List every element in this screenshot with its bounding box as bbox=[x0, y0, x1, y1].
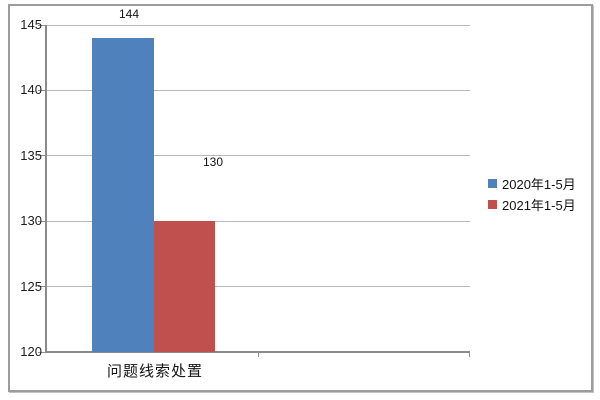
legend-swatch-icon bbox=[488, 179, 497, 188]
legend-swatch-icon bbox=[488, 200, 497, 209]
bar-2021 bbox=[153, 221, 215, 352]
y-axis-line bbox=[45, 25, 47, 352]
y-gridline bbox=[46, 155, 470, 157]
y-gridline bbox=[46, 286, 470, 288]
x-axis-tick bbox=[258, 352, 259, 357]
bar-2020 bbox=[92, 38, 154, 352]
data-label: 144 bbox=[118, 7, 140, 21]
x-axis-category-label: 问题线索处置 bbox=[106, 363, 203, 380]
y-axis-tick bbox=[38, 220, 46, 222]
y-axis-tick-label: 125 bbox=[20, 278, 42, 294]
y-axis-tick-label: 145 bbox=[20, 17, 42, 32]
legend-item: 2020年1-5月 bbox=[488, 173, 576, 194]
y-gridline bbox=[46, 24, 470, 26]
data-label: 130 bbox=[202, 155, 224, 169]
y-axis-tick-label: 135 bbox=[20, 147, 42, 163]
legend-label: 2021年1-5月 bbox=[502, 198, 576, 213]
y-axis-tick bbox=[38, 155, 46, 157]
y-axis-tick bbox=[38, 351, 46, 353]
y-axis-tick bbox=[38, 286, 46, 288]
y-gridline bbox=[46, 220, 470, 222]
y-axis-tick bbox=[38, 24, 46, 26]
y-axis-tick-label: 140 bbox=[20, 82, 42, 98]
x-axis-tick bbox=[469, 352, 470, 357]
legend-label: 2020年1-5月 bbox=[502, 177, 576, 192]
y-axis-tick-label: 130 bbox=[20, 213, 42, 229]
y-axis-tick bbox=[38, 89, 46, 91]
legend: 2020年1-5月 2021年1-5月 bbox=[488, 173, 576, 215]
y-gridline bbox=[46, 89, 470, 91]
y-axis-tick-label: 120 bbox=[20, 344, 42, 359]
legend-item: 2021年1-5月 bbox=[488, 194, 576, 215]
